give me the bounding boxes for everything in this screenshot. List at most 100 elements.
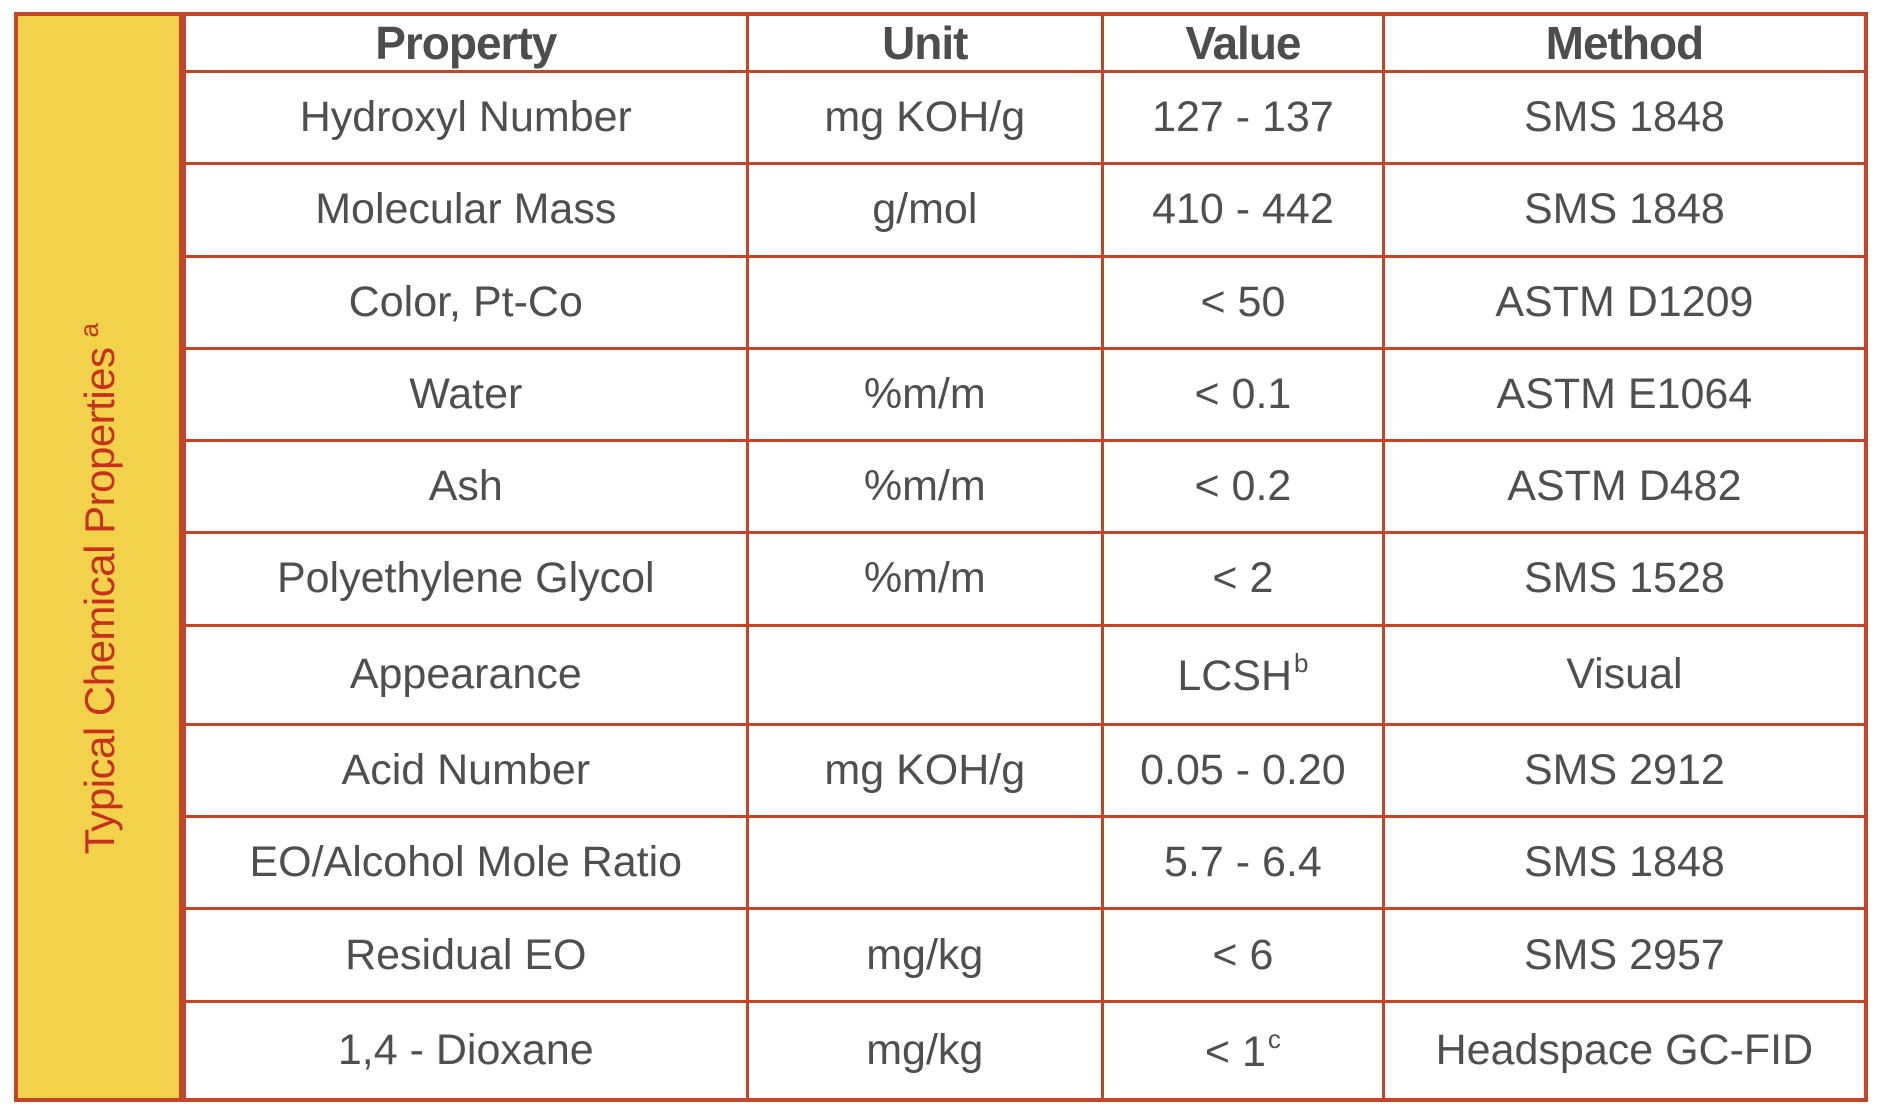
table-row: Residual EO mg/kg < 6 SMS 2957 (183, 907, 1864, 1003)
cell-property: Acid Number (183, 722, 749, 819)
cell-unit-text: mg KOH/g (824, 746, 1026, 795)
cell-value: 127 - 137 (1101, 69, 1385, 166)
cell-property-text: Hydroxyl Number (299, 93, 632, 142)
header-method: Method (1381, 16, 1864, 73)
cell-value: < 2 (1101, 531, 1385, 627)
cell-method: ASTM D1209 (1381, 254, 1864, 350)
table-row: Color, Pt-Co < 50 ASTM D1209 (183, 254, 1864, 350)
cell-property-text: Water (409, 369, 523, 418)
properties-table: Property Unit Value Method Hydroxyl Numb… (183, 16, 1864, 1098)
cell-unit: mg KOH/g (745, 722, 1105, 819)
cell-method-text: SMS 1848 (1524, 838, 1725, 887)
cell-value: 410 - 442 (1101, 162, 1385, 258)
header-row: Property Unit Value Method (183, 16, 1864, 73)
cell-property: 1,4 - Dioxane (183, 999, 749, 1098)
cell-method: ASTM E1064 (1381, 346, 1864, 443)
cell-property-text: 1,4 - Dioxane (337, 1025, 594, 1074)
cell-value-text: 127 - 137 (1152, 93, 1334, 142)
cell-value-text: LCSH (1177, 652, 1293, 701)
cell-value-text: < 0.2 (1194, 462, 1292, 511)
cell-value-text: 410 - 442 (1152, 185, 1334, 234)
table-row: EO/Alcohol Mole Ratio 5.7 - 6.4 SMS 1848 (183, 815, 1864, 911)
cell-unit-text: g/mol (872, 185, 978, 234)
cell-property: Residual EO (183, 907, 749, 1003)
table-row: Water %m/m < 0.1 ASTM E1064 (183, 346, 1864, 443)
cell-property-text: Residual EO (345, 930, 587, 979)
cell-method-text: ASTM D1209 (1495, 277, 1754, 326)
header-property: Property (183, 16, 749, 73)
cell-unit: mg KOH/g (745, 69, 1105, 166)
cell-value-text: < 50 (1200, 277, 1286, 326)
cell-property: Molecular Mass (183, 162, 749, 258)
cell-property-text: Color, Pt-Co (348, 277, 583, 326)
cell-method-text: SMS 1848 (1524, 185, 1725, 234)
cell-value: < 6 (1101, 907, 1385, 1003)
cell-method: SMS 1848 (1381, 162, 1864, 258)
header-value: Value (1101, 16, 1385, 73)
side-title-text: Typical Chemical Properties (75, 347, 123, 855)
cell-value-text: < 6 (1212, 930, 1274, 979)
cell-unit: %m/m (745, 346, 1105, 443)
cell-method-text: ASTM E1064 (1496, 369, 1753, 418)
cell-unit-text: %m/m (863, 462, 986, 511)
cell-method-text: SMS 1528 (1524, 554, 1725, 603)
cell-property: Color, Pt-Co (183, 254, 749, 350)
table-row: Appearance LCSHb Visual (183, 623, 1864, 726)
cell-method: Visual (1381, 623, 1864, 726)
cell-property-text: Polyethylene Glycol (276, 554, 655, 603)
properties-sheet: Typical Chemical Properties a Property Un… (14, 12, 1868, 1102)
cell-unit-text: mg/kg (866, 1025, 984, 1074)
cell-method: SMS 2912 (1381, 722, 1864, 819)
side-title: Typical Chemical Properties a (74, 324, 124, 855)
cell-unit (745, 623, 1105, 726)
cell-unit-text: mg/kg (866, 930, 984, 979)
cell-value-text: < 2 (1212, 554, 1274, 603)
cell-unit-text: mg KOH/g (824, 93, 1026, 142)
cell-value: LCSHb (1101, 623, 1385, 726)
cell-value: < 50 (1101, 254, 1385, 350)
table-row: Molecular Mass g/mol 410 - 442 SMS 1848 (183, 162, 1864, 258)
cell-unit-text: %m/m (863, 369, 986, 418)
cell-method-text: Visual (1566, 650, 1683, 699)
cell-unit (745, 254, 1105, 350)
table-row: Ash %m/m < 0.2 ASTM D482 (183, 439, 1864, 535)
cell-property-text: Molecular Mass (315, 185, 617, 234)
cell-method-text: ASTM D482 (1507, 462, 1742, 511)
cell-unit: g/mol (745, 162, 1105, 258)
cell-property: Polyethylene Glycol (183, 531, 749, 627)
table-row: 1,4 - Dioxane mg/kg < 1c Headspace GC-FID (183, 999, 1864, 1098)
cell-method: SMS 1848 (1381, 69, 1864, 166)
cell-property-text: Appearance (349, 650, 582, 699)
side-title-footnote-mark: a (73, 323, 104, 338)
cell-method: SMS 1848 (1381, 815, 1864, 911)
cell-unit: mg/kg (745, 999, 1105, 1098)
cell-method: SMS 2957 (1381, 907, 1864, 1003)
cell-method: Headspace GC-FID (1381, 999, 1864, 1098)
table-row: Acid Number mg KOH/g 0.05 - 0.20 SMS 2912 (183, 722, 1864, 819)
cell-value: 0.05 - 0.20 (1101, 722, 1385, 819)
cell-value-text: < 0.1 (1194, 369, 1292, 418)
footnote-mark: b (1294, 648, 1309, 679)
cell-value: 5.7 - 6.4 (1101, 815, 1385, 911)
cell-value-text: 0.05 - 0.20 (1140, 746, 1346, 795)
cell-method-text: Headspace GC-FID (1435, 1025, 1814, 1074)
cell-unit (745, 815, 1105, 911)
cell-value-text: < 1 (1204, 1027, 1266, 1076)
cell-value: < 1c (1101, 999, 1385, 1098)
table-row: Hydroxyl Number mg KOH/g 127 - 137 SMS 1848 (183, 69, 1864, 166)
header-unit: Unit (745, 16, 1105, 73)
cell-property: Water (183, 346, 749, 443)
cell-unit: %m/m (745, 439, 1105, 535)
cell-value: < 0.2 (1101, 439, 1385, 535)
cell-unit: mg/kg (745, 907, 1105, 1003)
footnote-mark: c (1267, 1023, 1281, 1054)
cell-unit-text: %m/m (863, 554, 986, 603)
cell-property-text: Acid Number (341, 746, 591, 795)
cell-property: Ash (183, 439, 749, 535)
cell-method-text: SMS 1848 (1524, 93, 1725, 142)
cell-property: Appearance (183, 623, 749, 726)
cell-property: EO/Alcohol Mole Ratio (183, 815, 749, 911)
cell-method-text: SMS 2912 (1524, 746, 1725, 795)
cell-value: < 0.1 (1101, 346, 1385, 443)
cell-value-text: 5.7 - 6.4 (1164, 838, 1322, 887)
